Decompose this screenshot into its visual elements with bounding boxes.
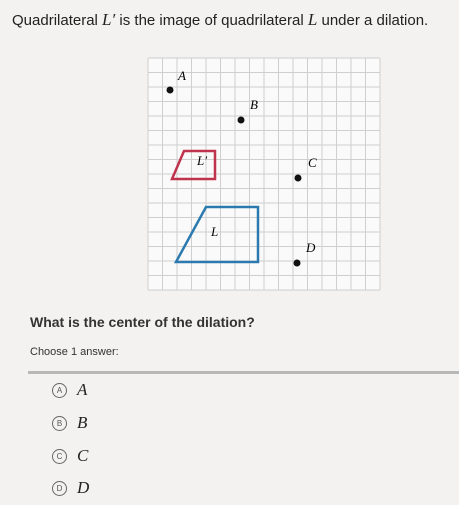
shape-label: L′	[196, 153, 207, 168]
point-label: A	[177, 68, 186, 83]
text: under a dilation.	[317, 12, 429, 29]
text: Quadrilateral	[12, 12, 103, 29]
choice-letter: B	[52, 415, 67, 431]
choice-label: A	[77, 380, 88, 399]
quad-l-prime	[170, 149, 217, 181]
point	[166, 86, 174, 94]
figure: A B C D L′ L	[147, 57, 381, 291]
point	[294, 174, 302, 182]
point-label: C	[308, 155, 317, 170]
prompt: What is the center of the dilation?	[30, 314, 255, 330]
choice-label: B	[77, 413, 88, 432]
point	[237, 116, 245, 124]
point-label: D	[305, 240, 316, 255]
choice-label: C	[77, 446, 89, 465]
choice-label: D	[77, 478, 90, 497]
point-label: B	[250, 97, 258, 112]
divider	[28, 371, 459, 374]
math: L′	[102, 10, 116, 29]
text: is the image of quadrilateral	[115, 12, 308, 29]
instruction: Choose 1 answer:	[30, 346, 119, 358]
choice-letter: C	[52, 448, 67, 464]
choice-letter: A	[52, 382, 67, 398]
quad-l	[173, 205, 260, 264]
choice-letter: D	[52, 480, 67, 496]
shape-label: L	[210, 224, 218, 239]
math: L	[307, 10, 318, 29]
question: Quadrilateral L′ is the image of quadril…	[12, 10, 428, 30]
point	[293, 259, 301, 267]
